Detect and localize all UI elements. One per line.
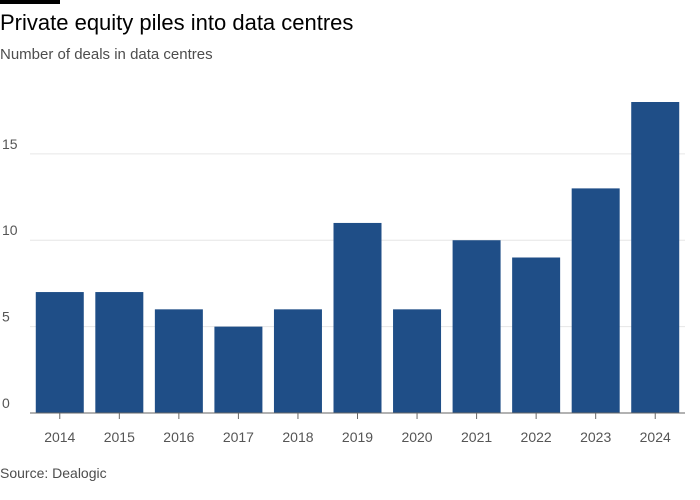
bar-2022 <box>512 257 561 413</box>
x-tick-label: 2015 <box>104 429 135 445</box>
y-tick-label: 5 <box>2 309 10 325</box>
y-tick-label: 10 <box>2 222 18 238</box>
bar-2020 <box>393 309 442 413</box>
bar-2017 <box>214 326 263 413</box>
bars <box>35 102 680 413</box>
y-tick-label: 0 <box>2 395 10 411</box>
x-tick-label: 2023 <box>580 429 611 445</box>
x-tick-label: 2020 <box>401 429 432 445</box>
chart-title: Private equity piles into data centres <box>0 10 354 35</box>
x-tick-label: 2019 <box>342 429 373 445</box>
bar-2018 <box>273 309 322 413</box>
x-tick-label: 2014 <box>44 429 75 445</box>
bar-2021 <box>452 240 501 413</box>
top-rule <box>0 0 60 4</box>
x-tick-label: 2016 <box>163 429 194 445</box>
x-tick-label: 2021 <box>461 429 492 445</box>
y-tick-label: 15 <box>2 136 18 152</box>
bar-2015 <box>95 292 144 413</box>
source-note: Source: Dealogic <box>0 465 107 481</box>
x-tick-label: 2017 <box>223 429 254 445</box>
bar-2016 <box>154 309 203 413</box>
x-axis-ticks: 2014 2015 2016 2017 2018 2019 2020 2021 2022 2023… <box>30 412 685 445</box>
x-tick-label: 2022 <box>521 429 552 445</box>
y-axis-ticks: 0 5 10 15 <box>2 136 18 411</box>
bar-2019 <box>333 222 382 413</box>
x-tick-label: 2018 <box>282 429 313 445</box>
bar-2024 <box>631 102 680 413</box>
bar-2014 <box>35 292 84 413</box>
x-tick-label: 2024 <box>640 429 671 445</box>
chart-subtitle: Number of deals in data centres <box>0 46 213 63</box>
bar-2023 <box>571 188 620 413</box>
